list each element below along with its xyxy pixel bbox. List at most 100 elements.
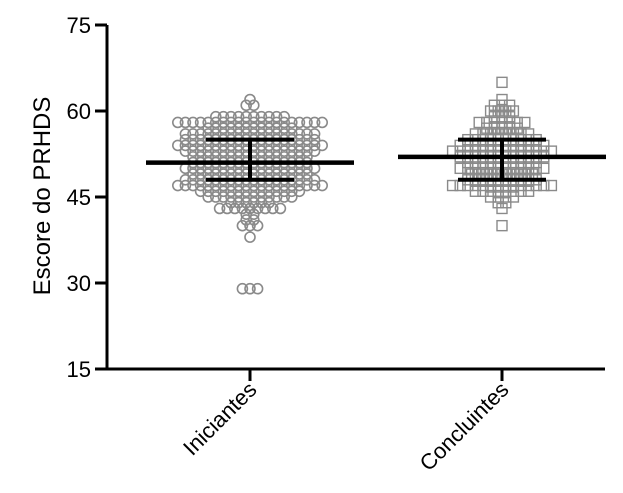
- data-point: [293, 179, 306, 192]
- error-bars: [146, 137, 606, 182]
- data-point: [240, 110, 252, 123]
- data-point: [251, 202, 264, 215]
- data-point: [232, 145, 245, 157]
- data-point: [255, 145, 268, 157]
- data-point: [515, 179, 527, 192]
- data-point: [236, 219, 249, 232]
- axes: [105, 25, 605, 371]
- data-point: [496, 111, 508, 123]
- data-point: [538, 179, 550, 192]
- data-point: [278, 122, 291, 134]
- data-point: [484, 162, 497, 175]
- data-point: [454, 179, 466, 192]
- data-point: [194, 185, 207, 198]
- data-point: [240, 99, 252, 112]
- data-point: [503, 111, 516, 123]
- data-point: [217, 116, 230, 129]
- data-point: [244, 282, 256, 295]
- data-point: [232, 122, 245, 134]
- data-point: [507, 139, 520, 152]
- data-point: [255, 116, 268, 129]
- data-point: [473, 168, 485, 180]
- data-point: [308, 128, 321, 140]
- data-point: [187, 145, 199, 157]
- data-point: [225, 110, 237, 123]
- data-point: [194, 116, 207, 129]
- data-point: [496, 122, 508, 134]
- data-point: [316, 139, 329, 152]
- data-point: [293, 128, 306, 140]
- data-point: [308, 116, 321, 129]
- data-point: [179, 174, 192, 186]
- data-point: [503, 168, 516, 180]
- data-point: [225, 145, 237, 157]
- data-point: [477, 185, 489, 197]
- data-point: [484, 179, 497, 192]
- data-point: [285, 191, 298, 203]
- data-point: [308, 174, 321, 186]
- data-point: [477, 179, 489, 192]
- data-point: [492, 185, 504, 197]
- data-point: [538, 139, 550, 152]
- data-point: [202, 122, 214, 134]
- data-point: [530, 139, 542, 152]
- data-point: [187, 174, 199, 186]
- data-point: [172, 116, 184, 129]
- data-point: [462, 179, 474, 192]
- data-point: [263, 145, 275, 157]
- data-point: [488, 99, 501, 111]
- data-point: [484, 185, 497, 197]
- data-point: [496, 76, 508, 89]
- data-point: [285, 185, 298, 198]
- data-point: [179, 116, 192, 129]
- data-point: [179, 133, 192, 146]
- data-point: [278, 185, 291, 198]
- data-point: [503, 99, 516, 111]
- data-point: [210, 110, 222, 123]
- data-point: [263, 110, 275, 123]
- data-point: [172, 139, 184, 152]
- data-point: [488, 122, 501, 134]
- data-point: [270, 122, 283, 134]
- data-point: [255, 122, 268, 134]
- y-tick-label: 45: [67, 185, 91, 210]
- data-point: [484, 128, 497, 140]
- data-point: [194, 139, 207, 152]
- data-point: [308, 133, 321, 146]
- data-point: [488, 111, 501, 123]
- data-point: [187, 133, 199, 146]
- data-point: [454, 162, 466, 175]
- data-point: [308, 139, 321, 152]
- y-tick-label: 30: [67, 271, 91, 296]
- data-point: [301, 139, 313, 152]
- data-point: [225, 185, 237, 198]
- data-point: [492, 191, 504, 203]
- data-point: [270, 145, 283, 157]
- data-point: [316, 179, 329, 192]
- y-tick-label: 15: [67, 357, 91, 382]
- data-point: [255, 110, 268, 123]
- data-point: [507, 191, 520, 203]
- data-point: [308, 145, 321, 157]
- data-point: [278, 110, 291, 123]
- data-point: [278, 191, 291, 203]
- data-point: [496, 99, 508, 111]
- data-point: [507, 185, 520, 197]
- data-point: [469, 179, 482, 192]
- data-point: [301, 133, 313, 146]
- data-point: [179, 145, 192, 157]
- data-point: [202, 116, 214, 129]
- data-point: [248, 122, 260, 134]
- data-point: [202, 191, 214, 203]
- data-point: [266, 202, 279, 215]
- data-point: [263, 116, 275, 129]
- data-point: [263, 122, 275, 134]
- data-point: [202, 145, 214, 157]
- data-point: [293, 185, 306, 198]
- data-point: [530, 179, 542, 192]
- data-point: [255, 185, 268, 198]
- data-point: [213, 202, 226, 215]
- data-point: [270, 116, 283, 129]
- data-point: [187, 116, 199, 129]
- data-point: [179, 128, 192, 140]
